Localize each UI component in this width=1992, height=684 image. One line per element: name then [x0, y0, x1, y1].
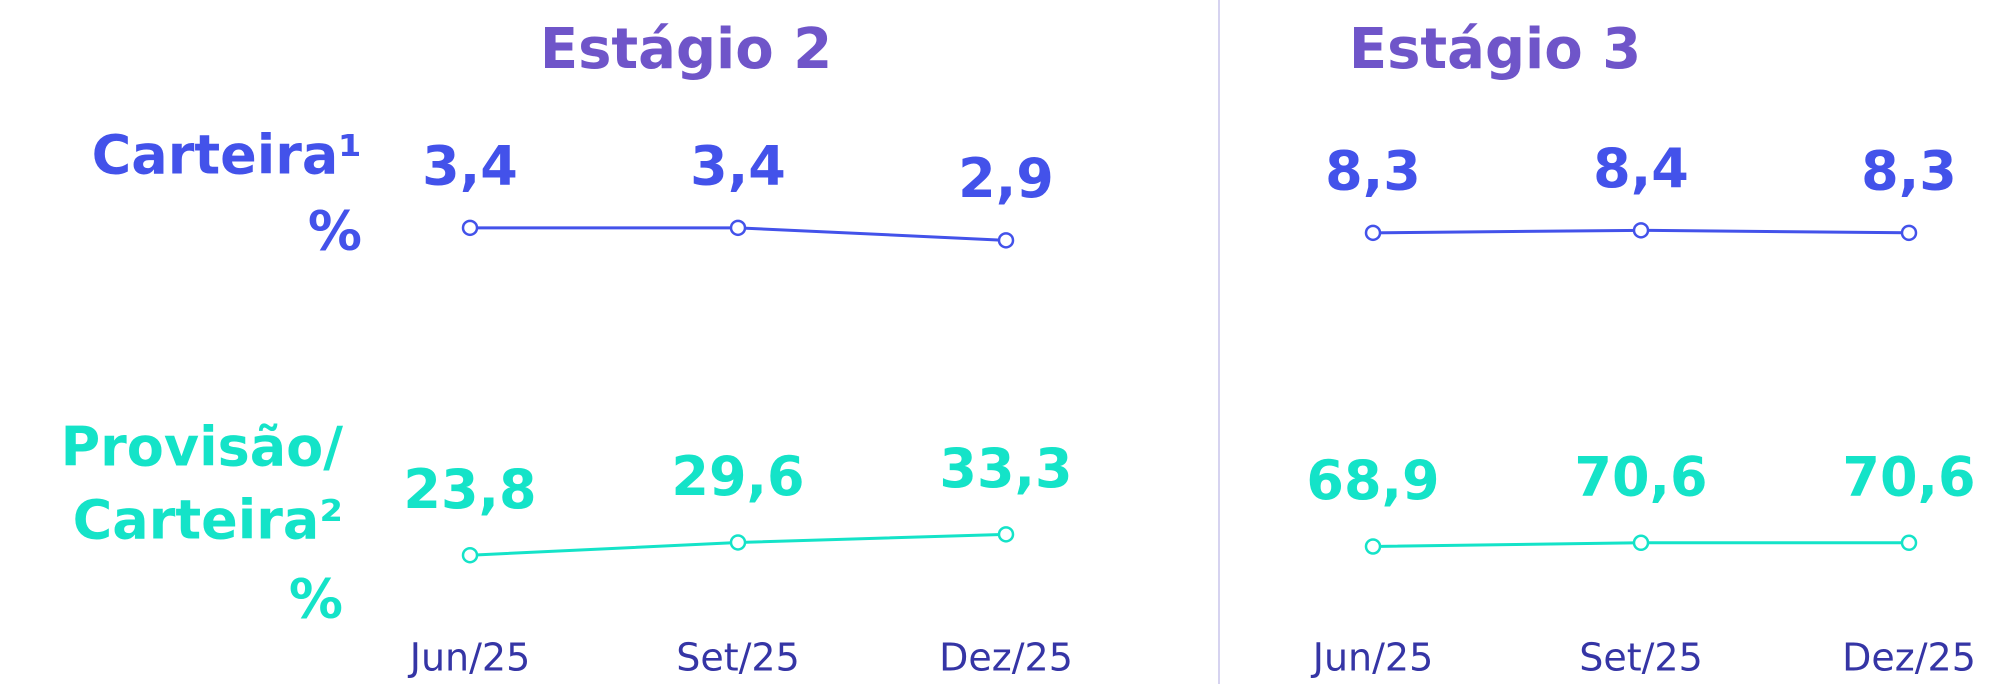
- row-label: %: [308, 200, 362, 263]
- panel-title: Estágio 3: [1349, 17, 1641, 82]
- data-point: [1900, 224, 1918, 242]
- data-label: 3,4: [690, 134, 786, 197]
- x-tick-label: Dez/25: [939, 636, 1073, 680]
- x-tick-label: Set/25: [676, 636, 800, 680]
- data-point: [461, 219, 479, 237]
- panel-title: Estágio 2: [540, 17, 832, 82]
- x-tick-label: Set/25: [1579, 636, 1703, 680]
- data-label: 8,3: [1861, 139, 1957, 202]
- data-label: 8,4: [1593, 137, 1689, 200]
- data-label: 29,6: [671, 445, 804, 508]
- row-label: Carteira¹: [92, 124, 362, 187]
- data-point: [729, 219, 747, 237]
- x-tick-label: Jun/25: [1311, 636, 1434, 680]
- data-label: 8,3: [1325, 139, 1421, 202]
- row-label: Carteira²: [73, 489, 343, 552]
- data-label: 68,9: [1306, 449, 1439, 512]
- data-label: 2,9: [958, 147, 1054, 210]
- data-point: [729, 534, 747, 551]
- row-label: %: [289, 568, 343, 631]
- data-label: 70,6: [1842, 445, 1975, 508]
- data-point: [1632, 534, 1650, 552]
- data-point: [1900, 534, 1918, 552]
- x-tick-label: Jun/25: [408, 636, 531, 680]
- data-point: [461, 546, 479, 564]
- data-point: [1364, 224, 1382, 242]
- data-point: [997, 526, 1015, 543]
- data-point: [1364, 538, 1382, 555]
- data-point: [1632, 222, 1650, 239]
- data-label: 70,6: [1574, 445, 1707, 508]
- data-point: [997, 232, 1015, 249]
- data-label: 23,8: [403, 458, 536, 521]
- row-label: Provisão/: [61, 416, 344, 479]
- x-tick-label: Dez/25: [1842, 636, 1976, 680]
- data-label: 33,3: [939, 437, 1072, 500]
- data-label: 3,4: [422, 134, 518, 197]
